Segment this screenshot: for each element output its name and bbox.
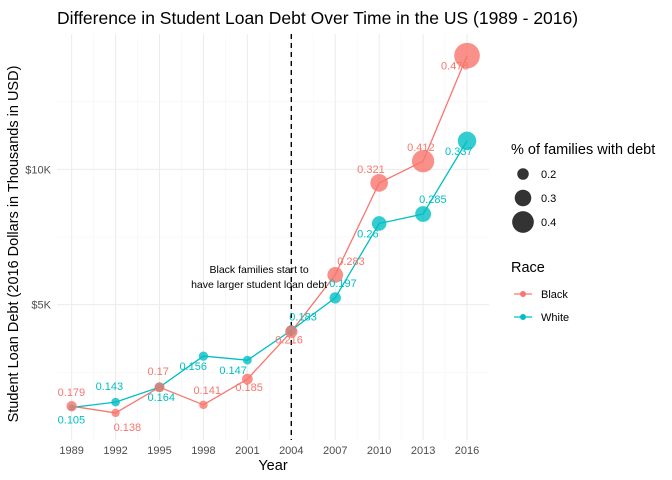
data-label-black: 0.141	[193, 385, 221, 397]
data-label-black: 0.283	[337, 256, 365, 268]
data-label-black: 0.321	[357, 164, 385, 176]
annotation: Black families start to have larger stude…	[191, 264, 327, 291]
point-black	[285, 325, 298, 338]
data-label-white: 0.285	[419, 194, 447, 206]
y-tick-label: $10K	[25, 164, 51, 176]
legend-dot-white	[520, 314, 526, 320]
point-black	[111, 408, 120, 418]
point-white	[198, 351, 209, 361]
data-label-black: 0.185	[235, 382, 263, 394]
point-black	[199, 400, 208, 410]
legend-size-label: 0.3	[541, 193, 556, 205]
chart-title: Difference in Student Loan Debt Over Tim…	[57, 8, 578, 28]
point-black	[242, 373, 253, 385]
point-black	[154, 382, 165, 393]
point-black	[66, 400, 77, 412]
legend-dot-black	[520, 291, 526, 297]
x-axis-ticks: 1989 1992 1995 1998 2001 2004 2007 2010 2013 2016	[59, 445, 479, 457]
data-label-white: 0.143	[96, 381, 124, 393]
grid	[57, 34, 489, 440]
data-label-black: 0.179	[58, 387, 86, 399]
data-label-black: 0.138	[114, 422, 142, 434]
data-label-white: 0.164	[148, 392, 176, 404]
legend-size-title: % of families with debt	[511, 142, 655, 158]
data-label-white: 0.183	[289, 311, 317, 323]
annotation-line: have larger student loan debt	[191, 279, 327, 291]
data-label-white: 0.197	[329, 278, 357, 290]
legend-size-marker	[512, 211, 534, 233]
point-white	[242, 355, 252, 365]
legend: % of families with debt 0.2 0.3 0.4 Race B…	[511, 142, 655, 324]
x-tick-label: 2004	[279, 445, 303, 457]
legend-label-black: Black	[541, 289, 568, 301]
line-white	[71, 140, 468, 409]
data-label-black: 0.412	[407, 142, 435, 154]
data-labels: 0.179 0.138 0.17 0.141 0.185 0.216 0.283 0.321 0…	[58, 61, 473, 434]
legend-race-title: Race	[511, 260, 545, 276]
x-tick-label: 2010	[367, 445, 391, 457]
data-label-white: 0.337	[445, 146, 473, 158]
annotation-line: Black families start to	[209, 264, 308, 276]
data-label-white: 0.105	[58, 415, 86, 427]
series-lines	[71, 55, 468, 414]
x-tick-label: 2007	[323, 445, 347, 457]
data-label-white: 0.156	[179, 361, 207, 373]
data-label-black: 0.216	[275, 335, 303, 347]
point-white	[371, 216, 387, 231]
x-tick-label: 1995	[147, 445, 171, 457]
data-label-white: 0.26	[357, 228, 378, 240]
size-legend: 0.2 0.3 0.4	[512, 168, 556, 233]
legend-size-label: 0.4	[541, 217, 556, 229]
data-label-white: 0.147	[219, 365, 247, 377]
data-label-black: 0.17	[148, 366, 169, 378]
point-white	[415, 206, 432, 222]
data-label-black: 0.478	[441, 61, 469, 73]
point-black	[370, 174, 389, 192]
color-legend: Black White	[514, 289, 569, 324]
data-points	[66, 42, 480, 418]
point-white	[329, 292, 341, 304]
y-axis-ticks: $5K $10K	[25, 164, 51, 311]
y-tick-label: $5K	[31, 300, 51, 312]
point-white	[111, 397, 120, 407]
x-tick-label: 2016	[455, 445, 479, 457]
legend-size-marker	[517, 168, 529, 180]
line-black	[71, 55, 468, 414]
x-tick-label: 1998	[191, 445, 215, 457]
y-axis-title: Student Loan Debt (2016 Dollars in Thous…	[6, 66, 22, 423]
x-tick-label: 2013	[411, 445, 435, 457]
x-tick-label: 1989	[59, 445, 83, 457]
plot-area: 0.179 0.138 0.17 0.141 0.185 0.216 0.283 0.321 0…	[57, 34, 489, 440]
x-axis-title: Year	[258, 458, 287, 474]
legend-size-label: 0.2	[541, 169, 556, 181]
legend-label-white: White	[541, 312, 569, 324]
point-white	[457, 131, 477, 151]
x-tick-label: 1992	[103, 445, 127, 457]
legend-size-marker	[514, 189, 532, 207]
point-black	[327, 267, 344, 283]
x-tick-label: 2001	[235, 445, 259, 457]
point-black	[454, 42, 480, 69]
point-black	[411, 150, 435, 173]
